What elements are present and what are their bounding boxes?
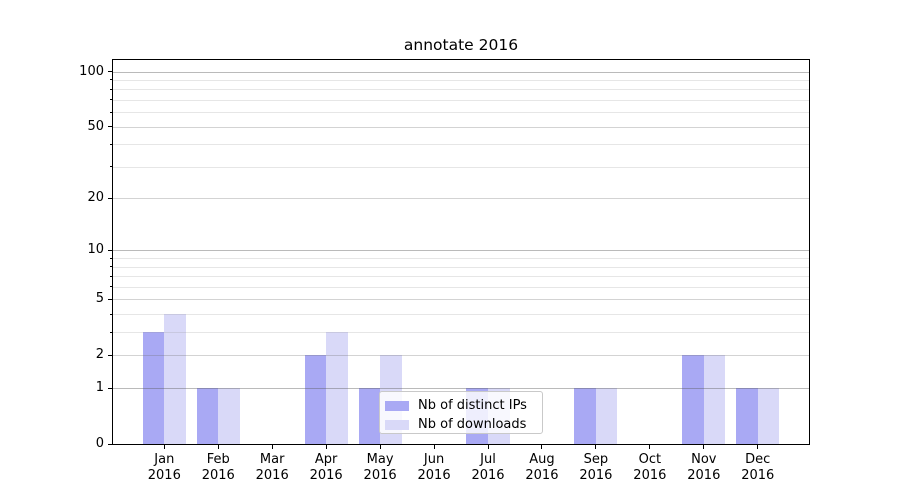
- x-tick-Mar: [271, 445, 273, 449]
- x-tick-Sep: [595, 445, 597, 449]
- y-tick-label-100: 100: [79, 63, 104, 79]
- y-tick-minor-70: [110, 99, 113, 101]
- bar-downloads-Jan: [164, 314, 186, 444]
- y-tick-minor-60: [110, 111, 113, 113]
- y-tick-minor-50: [110, 126, 113, 128]
- bar-distinct-ips-Feb: [196, 388, 219, 444]
- x-tick-label-Jan: Jan 2016: [147, 452, 181, 483]
- y-gridline-minor-9: [113, 258, 809, 260]
- legend-item-distinct-ips: Nb of distinct IPs: [385, 398, 542, 413]
- y-gridline-minor-8: [113, 266, 809, 268]
- x-tick-label-Sep: Sep 2016: [579, 452, 613, 483]
- y-tick-10: [108, 249, 113, 251]
- y-tick-minor-9: [110, 257, 113, 259]
- bar-downloads-Feb: [218, 388, 240, 444]
- x-tick-Jan: [163, 445, 165, 449]
- y-gridline-minor-70: [113, 99, 809, 101]
- bar-distinct-ips-Apr: [304, 355, 327, 444]
- y-tick-minor-80: [110, 88, 113, 90]
- x-tick-Dec: [757, 445, 759, 449]
- y-tick-label-2: 2: [95, 347, 104, 363]
- y-tick-100: [108, 71, 113, 72]
- legend-item-downloads: Nb of downloads: [385, 417, 542, 432]
- legend: Nb of distinct IPs Nb of downloads: [379, 391, 543, 434]
- legend-label-distinct-ips: Nb of distinct IPs: [418, 398, 527, 413]
- y-tick-minor-90: [110, 79, 113, 81]
- y-tick-label-1: 1: [95, 380, 104, 396]
- x-tick-label-Mar: Mar 2016: [255, 452, 289, 483]
- legend-swatch-downloads: [385, 419, 409, 430]
- x-tick-Jul: [487, 445, 489, 449]
- x-tick-May: [379, 445, 381, 449]
- x-tick-label-Jun: Jun 2016: [417, 452, 451, 483]
- y-tick-minor-40: [110, 143, 113, 145]
- plot-area: [112, 59, 810, 445]
- x-tick-Aug: [541, 445, 543, 449]
- y-tick-minor-4: [110, 313, 113, 315]
- x-tick-label-Oct: Oct 2016: [633, 452, 667, 483]
- y-gridline-mid-20: [113, 198, 809, 200]
- bar-distinct-ips-Nov: [682, 355, 704, 444]
- x-tick-Oct: [649, 445, 651, 449]
- x-tick-label-Dec: Dec 2016: [741, 452, 775, 483]
- y-tick-0: [108, 443, 113, 445]
- y-tick-minor-6: [110, 286, 113, 288]
- y-gridline-minor-7: [113, 276, 809, 278]
- bar-downloads-Dec: [757, 388, 780, 444]
- bar-distinct-ips-Jan: [142, 332, 165, 444]
- x-tick-label-Feb: Feb 2016: [201, 452, 235, 483]
- y-tick-label-10: 10: [87, 242, 104, 258]
- x-tick-label-Apr: Apr 2016: [309, 452, 343, 483]
- y-gridline-minor-3: [113, 332, 809, 334]
- y-tick-minor-7: [110, 275, 113, 277]
- x-tick-label-May: May 2016: [363, 452, 397, 483]
- bar-distinct-ips-May: [358, 388, 381, 444]
- y-gridline-minor-6: [113, 286, 809, 288]
- y-tick-minor-20: [110, 197, 113, 199]
- y-tick-minor-8: [110, 266, 113, 268]
- x-tick-label-Aug: Aug 2016: [525, 452, 559, 483]
- y-gridline-mid-2: [113, 355, 809, 357]
- y-gridline-minor-40: [113, 144, 809, 146]
- y-tick-minor-3: [110, 331, 113, 333]
- bar-distinct-ips-Dec: [736, 388, 758, 444]
- y-tick-minor-30: [110, 166, 113, 168]
- y-tick-label-0: 0: [95, 436, 104, 451]
- y-tick-label-20: 20: [87, 190, 104, 206]
- y-gridline-minor-4: [113, 314, 809, 316]
- y-gridline-minor-80: [113, 89, 809, 91]
- x-tick-label-Jul: Jul 2016: [471, 452, 505, 483]
- y-gridline-major-1: [113, 388, 809, 390]
- bar-downloads-Apr: [326, 332, 348, 444]
- legend-swatch-distinct-ips: [385, 400, 409, 411]
- x-tick-label-Nov: Nov 2016: [687, 452, 721, 483]
- y-gridline-major-100: [113, 71, 809, 73]
- y-gridline-mid-5: [113, 299, 809, 301]
- y-tick-label-5: 5: [95, 291, 104, 307]
- y-gridline-mid-50: [113, 126, 809, 128]
- y-gridline-major-10: [113, 250, 809, 252]
- bar-distinct-ips-Sep: [574, 388, 596, 444]
- y-tick-label-50: 50: [87, 118, 104, 134]
- x-tick-Jun: [433, 445, 435, 449]
- y-tick-minor-2: [110, 354, 113, 356]
- y-tick-minor-5: [110, 298, 113, 300]
- bar-downloads-Sep: [595, 388, 618, 444]
- bar-downloads-Nov: [703, 355, 726, 444]
- legend-label-downloads: Nb of downloads: [418, 417, 527, 432]
- y-gridline-minor-30: [113, 166, 809, 168]
- x-tick-Feb: [217, 445, 219, 449]
- y-tick-1: [108, 387, 113, 389]
- x-tick-Apr: [325, 445, 327, 449]
- x-tick-Nov: [703, 445, 705, 449]
- chart-title: annotate 2016: [403, 36, 519, 54]
- y-gridline-minor-60: [113, 112, 809, 114]
- y-gridline-minor-90: [113, 79, 809, 81]
